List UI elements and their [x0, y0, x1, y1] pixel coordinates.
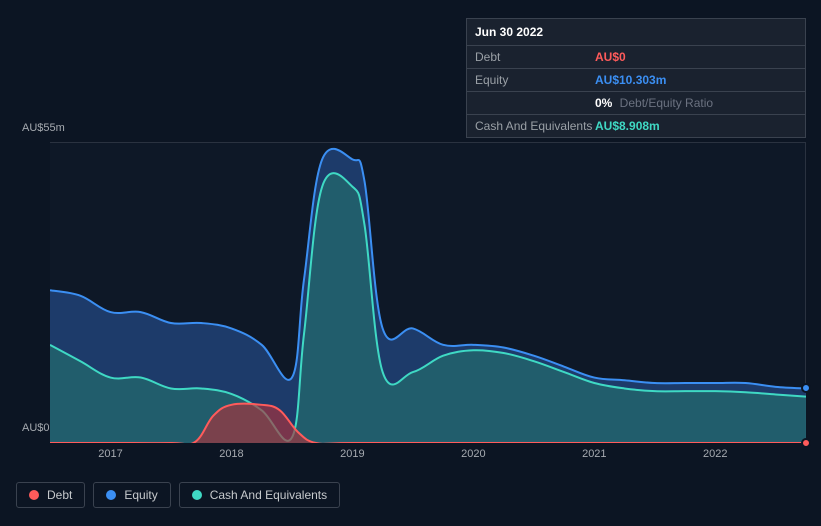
- chart-tooltip: Jun 30 2022 DebtAU$0EquityAU$10.303m0% D…: [466, 18, 806, 138]
- legend-swatch: [106, 490, 116, 500]
- tooltip-row: DebtAU$0: [467, 45, 805, 68]
- chart-plot-area[interactable]: [50, 142, 806, 442]
- legend-item[interactable]: Equity: [93, 482, 170, 508]
- tooltip-row: Cash And EquivalentsAU$8.908m: [467, 114, 805, 137]
- x-axis-tick: 2020: [461, 448, 485, 460]
- tooltip-row-value: AU$10.303m: [595, 73, 666, 87]
- tooltip-title: Jun 30 2022: [467, 19, 805, 45]
- chart-svg: [50, 143, 806, 443]
- tooltip-row-value: 0% Debt/Equity Ratio: [595, 96, 713, 110]
- chart-legend: Debt Equity Cash And Equivalents: [16, 482, 340, 508]
- tooltip-row: EquityAU$10.303m: [467, 68, 805, 91]
- legend-item[interactable]: Cash And Equivalents: [179, 482, 340, 508]
- x-axis-tick: 2018: [219, 448, 243, 460]
- y-axis-max-label: AU$55m: [22, 122, 65, 134]
- y-axis-min-label: AU$0: [22, 422, 50, 434]
- tooltip-row-label: Cash And Equivalents: [475, 119, 595, 133]
- legend-item[interactable]: Debt: [16, 482, 85, 508]
- x-axis-tick: 2017: [98, 448, 122, 460]
- x-axis-tick: 2022: [703, 448, 727, 460]
- tooltip-row: 0% Debt/Equity Ratio: [467, 91, 805, 114]
- legend-swatch: [29, 490, 39, 500]
- tooltip-row-value: AU$8.908m: [595, 119, 660, 133]
- legend-label: Cash And Equivalents: [210, 488, 327, 502]
- legend-label: Debt: [47, 488, 72, 502]
- tooltip-row-sublabel: Debt/Equity Ratio: [616, 96, 713, 110]
- legend-swatch: [192, 490, 202, 500]
- x-axis-tick: 2019: [340, 448, 364, 460]
- tooltip-row-label: Equity: [475, 73, 595, 87]
- chart-end-marker: [801, 438, 811, 448]
- x-axis: 2017 2018 2019 2020 2021 2022: [50, 448, 806, 468]
- tooltip-row-value: AU$0: [595, 50, 626, 64]
- tooltip-row-label: [475, 96, 595, 110]
- legend-label: Equity: [124, 488, 157, 502]
- tooltip-row-label: Debt: [475, 50, 595, 64]
- x-axis-tick: 2021: [582, 448, 606, 460]
- chart-end-marker: [801, 383, 811, 393]
